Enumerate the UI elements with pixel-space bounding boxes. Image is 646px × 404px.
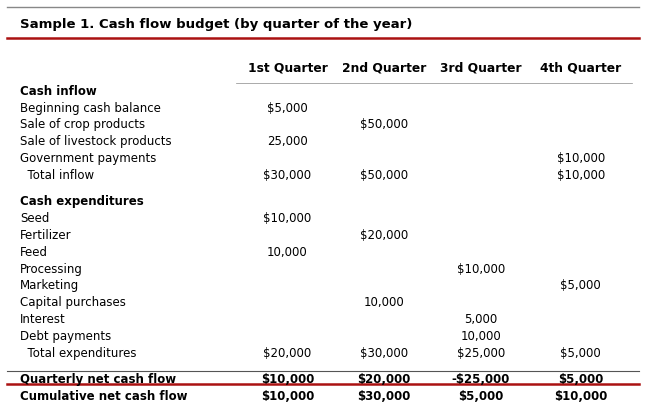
Text: 2nd Quarter: 2nd Quarter <box>342 61 426 74</box>
Text: Seed: Seed <box>20 212 49 225</box>
Text: $5,000: $5,000 <box>558 373 603 386</box>
Text: Debt payments: Debt payments <box>20 330 111 343</box>
Text: $10,000: $10,000 <box>261 373 314 386</box>
Text: Sale of livestock products: Sale of livestock products <box>20 135 172 148</box>
Text: Feed: Feed <box>20 246 48 259</box>
Text: $30,000: $30,000 <box>357 390 411 403</box>
Text: $20,000: $20,000 <box>360 229 408 242</box>
Text: Interest: Interest <box>20 313 66 326</box>
Text: 10,000: 10,000 <box>267 246 308 259</box>
Text: Total expenditures: Total expenditures <box>20 347 136 360</box>
Text: $10,000: $10,000 <box>557 169 605 182</box>
Text: Cash inflow: Cash inflow <box>20 85 97 98</box>
Text: $10,000: $10,000 <box>457 263 505 276</box>
Text: 10,000: 10,000 <box>461 330 501 343</box>
Text: $25,000: $25,000 <box>457 347 505 360</box>
Text: Sample 1. Cash flow budget (by quarter of the year): Sample 1. Cash flow budget (by quarter o… <box>20 18 412 31</box>
Text: $20,000: $20,000 <box>357 373 411 386</box>
Text: Total inflow: Total inflow <box>20 169 94 182</box>
Text: $5,000: $5,000 <box>561 347 601 360</box>
Text: Beginning cash balance: Beginning cash balance <box>20 101 161 115</box>
Text: 25,000: 25,000 <box>267 135 308 148</box>
Text: Processing: Processing <box>20 263 83 276</box>
Text: $10,000: $10,000 <box>261 390 314 403</box>
Text: Government payments: Government payments <box>20 152 156 165</box>
Text: $30,000: $30,000 <box>264 169 311 182</box>
Text: $20,000: $20,000 <box>264 347 311 360</box>
Text: Cash expenditures: Cash expenditures <box>20 196 144 208</box>
Text: $5,000: $5,000 <box>458 390 504 403</box>
Text: 1st Quarter: 1st Quarter <box>247 61 328 74</box>
Text: 5,000: 5,000 <box>464 313 497 326</box>
Text: $10,000: $10,000 <box>554 390 607 403</box>
Text: Fertilizer: Fertilizer <box>20 229 72 242</box>
Text: Cumulative net cash flow: Cumulative net cash flow <box>20 390 187 403</box>
Text: Quarterly net cash flow: Quarterly net cash flow <box>20 373 176 386</box>
Text: $10,000: $10,000 <box>557 152 605 165</box>
Text: $30,000: $30,000 <box>360 347 408 360</box>
Text: Capital purchases: Capital purchases <box>20 296 126 309</box>
Text: $5,000: $5,000 <box>267 101 308 115</box>
Text: 10,000: 10,000 <box>364 296 404 309</box>
Text: $5,000: $5,000 <box>561 280 601 292</box>
Text: $50,000: $50,000 <box>360 169 408 182</box>
Text: Sale of crop products: Sale of crop products <box>20 118 145 131</box>
Text: 3rd Quarter: 3rd Quarter <box>440 61 522 74</box>
Text: Marketing: Marketing <box>20 280 79 292</box>
Text: $50,000: $50,000 <box>360 118 408 131</box>
Text: 4th Quarter: 4th Quarter <box>540 61 621 74</box>
Text: $10,000: $10,000 <box>264 212 311 225</box>
Text: -$25,000: -$25,000 <box>452 373 510 386</box>
